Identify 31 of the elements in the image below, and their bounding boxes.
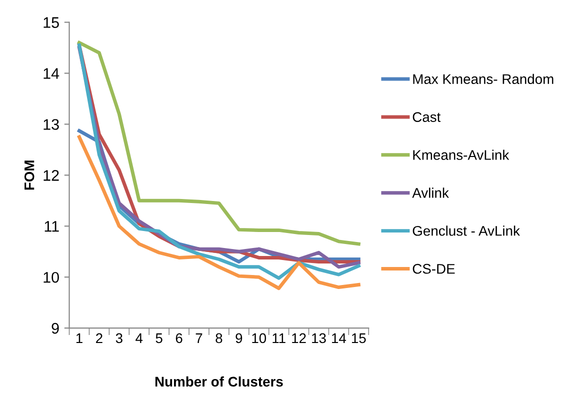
legend-label: Genclust - AvLink — [412, 226, 520, 236]
y-tick-label: 14 — [44, 68, 60, 79]
x-tick-label: 7 — [196, 333, 202, 343]
y-tick-label: 15 — [44, 17, 59, 28]
x-axis-title: Number of Clusters — [155, 376, 283, 387]
x-tick-label: 11 — [272, 333, 286, 343]
x-tick-label: 15 — [352, 333, 366, 344]
x-tick-label: 5 — [156, 333, 162, 344]
legend-label: Cast — [412, 112, 441, 122]
x-tick-label: 2 — [96, 333, 102, 343]
x-tick-label: 4 — [136, 333, 143, 343]
y-axis-title: FOM — [24, 160, 34, 190]
y-tick-label: 12 — [44, 170, 59, 181]
y-tick-label: 9 — [52, 322, 59, 334]
x-tick-label: 12 — [292, 333, 306, 343]
x-tick-label: 9 — [236, 333, 242, 344]
legend-label: CS-DE — [412, 264, 455, 274]
x-tick-label: 14 — [332, 333, 346, 343]
x-tick-label: 13 — [312, 333, 326, 344]
legend-label: Kmeans-AvLink — [413, 150, 510, 160]
legend-label: Avlink — [412, 188, 449, 198]
line-series — [78, 135, 360, 290]
y-tick-label: 11 — [44, 221, 59, 232]
x-tick-label: 6 — [176, 333, 182, 344]
y-tick-label: 13 — [44, 119, 59, 130]
x-tick-label: 1 — [76, 333, 82, 343]
x-tick-label: 10 — [252, 333, 266, 344]
y-tick-label: 10 — [44, 272, 59, 283]
x-tick-label: 3 — [116, 333, 122, 344]
x-tick-label: 8 — [216, 333, 222, 344]
legend-label: Max Kmeans- Random — [413, 74, 554, 84]
